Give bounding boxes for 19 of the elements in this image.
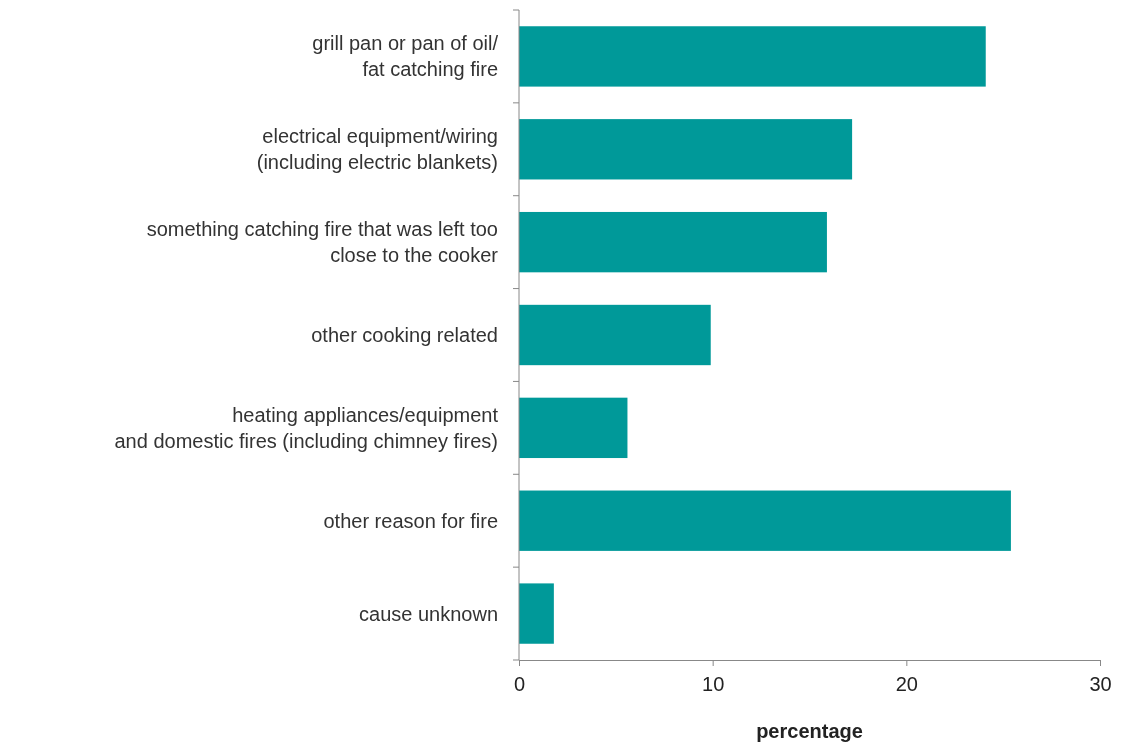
y-tick-label: cause unknown <box>359 602 498 625</box>
x-tick-label: 20 <box>895 673 918 695</box>
x-tick-label: 10 <box>702 673 725 695</box>
x-axis-title: percentage <box>756 720 863 742</box>
bar <box>519 583 554 644</box>
bar <box>519 490 1011 551</box>
x-tick-label: 0 <box>513 673 526 695</box>
bar <box>519 26 986 87</box>
bar <box>519 304 711 366</box>
y-tick-label: other reason for fire <box>323 509 498 532</box>
bar <box>519 211 827 273</box>
y-tick-label: something catching fire that was left too close to the cooker <box>146 218 499 267</box>
y-tick-label: electrical equipment/wiring (including electric blankets) <box>256 125 498 174</box>
bar <box>519 397 628 459</box>
y-tick-label: other cooking related <box>311 324 498 346</box>
y-tick-label: heating appliances/equipment and domestic fires (including chimney fires) <box>114 403 499 452</box>
y-tick-label: grill pan or pan of oil/ fat catching fire <box>312 32 499 81</box>
x-tick-label: 30 <box>1089 673 1112 695</box>
bar <box>519 119 853 180</box>
